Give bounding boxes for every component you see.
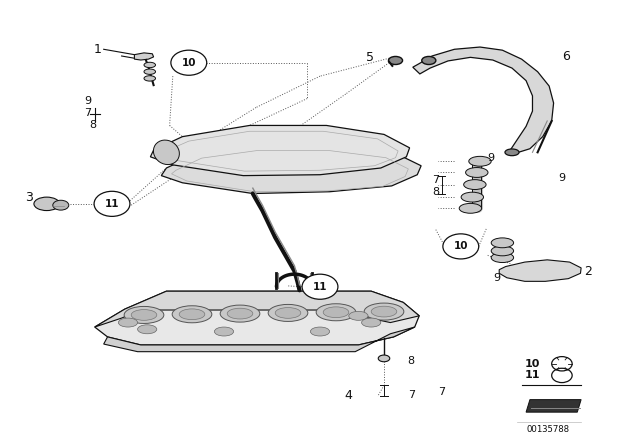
Ellipse shape <box>154 140 179 164</box>
Polygon shape <box>134 53 154 60</box>
Text: 11: 11 <box>105 199 119 209</box>
Ellipse shape <box>492 238 514 248</box>
Text: 7: 7 <box>432 175 439 185</box>
Text: 3: 3 <box>26 190 33 204</box>
Ellipse shape <box>460 203 481 213</box>
Ellipse shape <box>463 180 486 190</box>
Text: 9: 9 <box>493 273 500 283</box>
Text: 5: 5 <box>366 51 374 64</box>
Circle shape <box>94 191 130 216</box>
Ellipse shape <box>505 149 519 155</box>
Ellipse shape <box>388 56 403 65</box>
Text: 11: 11 <box>313 282 327 292</box>
Ellipse shape <box>220 305 260 322</box>
Ellipse shape <box>179 309 205 320</box>
Ellipse shape <box>323 307 349 318</box>
Circle shape <box>443 234 479 259</box>
Text: 7: 7 <box>84 108 92 118</box>
Ellipse shape <box>52 200 69 210</box>
Ellipse shape <box>492 253 514 263</box>
Text: 9: 9 <box>84 96 92 106</box>
Text: 4: 4 <box>344 388 352 402</box>
Text: 1: 1 <box>93 43 101 56</box>
Ellipse shape <box>214 327 234 336</box>
Ellipse shape <box>492 246 514 256</box>
Circle shape <box>302 274 338 299</box>
Ellipse shape <box>144 69 156 74</box>
Ellipse shape <box>138 325 157 334</box>
Text: 9: 9 <box>558 173 565 183</box>
Ellipse shape <box>118 318 138 327</box>
Ellipse shape <box>310 327 330 336</box>
Ellipse shape <box>364 303 404 320</box>
Ellipse shape <box>466 168 488 177</box>
Polygon shape <box>413 47 554 152</box>
Circle shape <box>171 50 207 75</box>
Ellipse shape <box>34 197 60 211</box>
Text: 2: 2 <box>584 264 591 278</box>
Ellipse shape <box>227 308 253 319</box>
Text: OO135788: OO135788 <box>526 425 570 434</box>
Ellipse shape <box>275 307 301 318</box>
Text: 11: 11 <box>525 370 540 380</box>
Text: 10: 10 <box>182 58 196 68</box>
Text: 8: 8 <box>408 356 415 366</box>
Ellipse shape <box>144 76 156 81</box>
Text: 10: 10 <box>525 359 540 369</box>
Text: 9: 9 <box>488 153 495 163</box>
Ellipse shape <box>144 62 156 68</box>
Ellipse shape <box>268 305 308 322</box>
Ellipse shape <box>362 318 381 327</box>
Polygon shape <box>499 260 581 281</box>
Ellipse shape <box>461 192 484 202</box>
Polygon shape <box>95 291 419 327</box>
Text: 6: 6 <box>562 49 570 63</box>
Text: 10: 10 <box>454 241 468 251</box>
Ellipse shape <box>378 355 390 362</box>
Polygon shape <box>161 144 421 194</box>
Polygon shape <box>104 327 415 352</box>
Ellipse shape <box>124 306 164 323</box>
Text: 7: 7 <box>438 387 445 397</box>
Ellipse shape <box>131 310 157 320</box>
Ellipse shape <box>422 56 436 65</box>
Polygon shape <box>150 125 410 176</box>
Text: 8: 8 <box>432 187 439 197</box>
Text: 7: 7 <box>408 390 415 400</box>
Text: 8: 8 <box>89 120 96 129</box>
Ellipse shape <box>371 306 397 317</box>
Ellipse shape <box>468 156 492 166</box>
Ellipse shape <box>172 306 212 323</box>
Polygon shape <box>95 291 419 345</box>
Ellipse shape <box>349 311 368 320</box>
Ellipse shape <box>316 304 356 321</box>
Polygon shape <box>526 400 581 412</box>
